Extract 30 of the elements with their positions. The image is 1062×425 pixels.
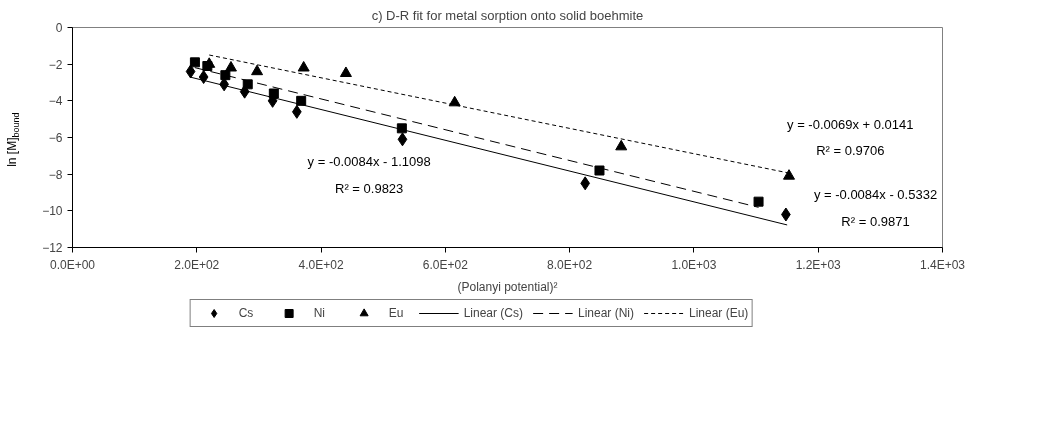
annotation: R² = 0.9823: [335, 180, 404, 196]
x-tick-label: 8.0E+02: [547, 257, 593, 272]
annotation: R² = 0.9871: [841, 213, 910, 229]
x-tick-label: 6.0E+02: [422, 257, 469, 272]
x-tick-label: 0.0E+00: [49, 257, 96, 272]
y-tick-label: −12: [42, 241, 63, 255]
legend-label: Linear (Eu): [689, 306, 749, 320]
x-tick-label: 1.2E+03: [795, 257, 842, 272]
x-tick-label: 4.0E+02: [298, 257, 344, 272]
legend-label: Ni: [313, 306, 326, 320]
chart-title: c) D-R fit for metal sorption onto solid boehmite: [371, 7, 644, 23]
x-tick-label: 1.0E+03: [671, 257, 717, 272]
annotation: y = -0.0084x - 1.1098: [307, 154, 431, 170]
legend-label: Eu: [388, 306, 405, 320]
y-axis-title: ln [M]bound: [4, 112, 21, 167]
y-tick-label: −4: [48, 94, 63, 109]
annotation: R² = 0.9706: [816, 143, 885, 159]
annotation: y = -0.0069x + 0.0141: [787, 116, 914, 132]
x-tick-label: 1.4E+03: [919, 257, 966, 272]
legend-label: Cs: [238, 306, 255, 320]
legend-label: Linear (Ni): [577, 306, 634, 320]
x-axis-title: (Polanyi potential)²: [457, 279, 558, 294]
legend-label: Linear (Cs): [463, 306, 523, 320]
y-tick-label: −8: [48, 167, 63, 182]
x-tick-label: 2.0E+02: [174, 257, 220, 272]
annotation: y = -0.0084x - 0.5332: [813, 187, 938, 203]
y-tick-label: −6: [48, 131, 63, 145]
y-tick-label: −10: [42, 204, 63, 219]
y-tick-label: 0: [55, 21, 63, 35]
y-tick-label: −2: [48, 57, 63, 72]
